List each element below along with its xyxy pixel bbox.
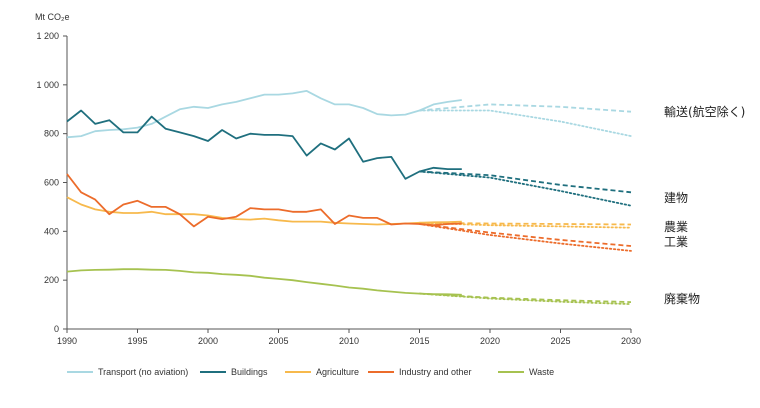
x-tick-label: 2010 bbox=[339, 336, 359, 346]
series-line-industry bbox=[66, 173, 462, 228]
x-tick-label: 2020 bbox=[480, 336, 500, 346]
legend-label-buildings: Buildings bbox=[231, 367, 268, 377]
series-projection-dashed-industry bbox=[419, 223, 632, 247]
legend-label-agriculture: Agriculture bbox=[316, 367, 359, 377]
series-line-transport bbox=[66, 90, 462, 139]
y-tick-label: 200 bbox=[44, 275, 59, 285]
y-tick-label: 400 bbox=[44, 226, 59, 236]
x-tick-label: 2005 bbox=[268, 336, 288, 346]
legend-label-transport: Transport (no aviation) bbox=[98, 367, 188, 377]
side-label-buildings: 建物 bbox=[664, 191, 688, 205]
x-tick-label: 2015 bbox=[409, 336, 429, 346]
series-projection-dashed-buildings bbox=[419, 170, 632, 194]
x-tick-label: 2025 bbox=[550, 336, 570, 346]
series-line-waste bbox=[66, 268, 462, 296]
y-tick-label: 1 000 bbox=[36, 80, 59, 90]
x-tick-label: 2030 bbox=[621, 336, 641, 346]
y-tick-label: 0 bbox=[54, 324, 59, 334]
x-tick-label: 1990 bbox=[57, 336, 77, 346]
series-projection-dotted-industry bbox=[418, 223, 632, 252]
y-tick-label: 1 200 bbox=[36, 31, 59, 41]
side-label-transport: 輸送(航空除く) bbox=[664, 104, 745, 119]
side-label-agriculture: 農業 bbox=[664, 220, 688, 234]
y-tick-label: 600 bbox=[44, 178, 59, 188]
series-line-buildings bbox=[66, 109, 462, 180]
series-projection-dashed-transport bbox=[419, 103, 632, 113]
series-projection-dotted-buildings bbox=[418, 170, 632, 207]
series-line-agriculture bbox=[66, 196, 462, 226]
legend: Transport (no aviation) Buildings Agricult… bbox=[67, 367, 554, 377]
y-tick-label: 800 bbox=[44, 129, 59, 139]
side-label-industry: 工業 bbox=[664, 235, 688, 249]
series-projection-dotted-transport bbox=[418, 109, 632, 138]
y-unit-label: Mt CO₂e bbox=[35, 12, 70, 22]
legend-label-industry: Industry and other bbox=[399, 367, 472, 377]
side-label-waste: 廃棄物 bbox=[664, 291, 700, 306]
x-tick-label: 2000 bbox=[198, 336, 218, 346]
x-tick-labels: 1990 1995 2000 2005 2010 2015 2020 2025 2030 bbox=[57, 329, 641, 346]
x-tick-label: 1995 bbox=[127, 336, 147, 346]
legend-label-waste: Waste bbox=[529, 367, 554, 377]
axes bbox=[66, 36, 631, 330]
y-tick-labels: 0 200 400 600 800 1 000 1 200 bbox=[36, 31, 67, 334]
series-lines bbox=[66, 90, 632, 306]
series-projection-dotted-waste bbox=[418, 292, 632, 306]
